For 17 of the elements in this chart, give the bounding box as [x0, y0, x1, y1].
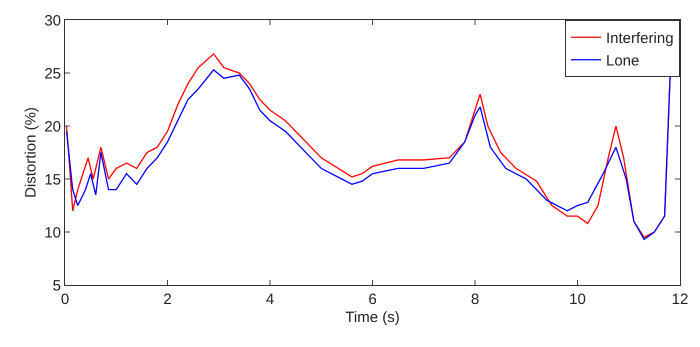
x-tick-label: 10 [569, 291, 586, 308]
x-tick-label: 2 [163, 291, 172, 308]
y-tick-label: 30 [44, 12, 61, 30]
y-tick-label: 25 [44, 65, 61, 82]
x-axis-title: Time (s) [345, 309, 400, 326]
x-tick-label: 6 [368, 291, 377, 308]
x-tick-label: 4 [266, 291, 274, 308]
y-tick-label: 20 [44, 118, 61, 136]
y-tick-label: 10 [44, 224, 61, 242]
y-tick-label: 15 [44, 171, 61, 188]
y-tick-label: 5 [52, 277, 61, 294]
x-tick-label: 0 [60, 291, 70, 308]
legend-label: Interfering [606, 30, 674, 48]
x-tick-label: 12 [672, 291, 688, 308]
y-axis-title: Distortion (%) [22, 107, 40, 198]
legend-label: Lone [606, 52, 640, 70]
x-tick-label: 8 [470, 291, 480, 308]
